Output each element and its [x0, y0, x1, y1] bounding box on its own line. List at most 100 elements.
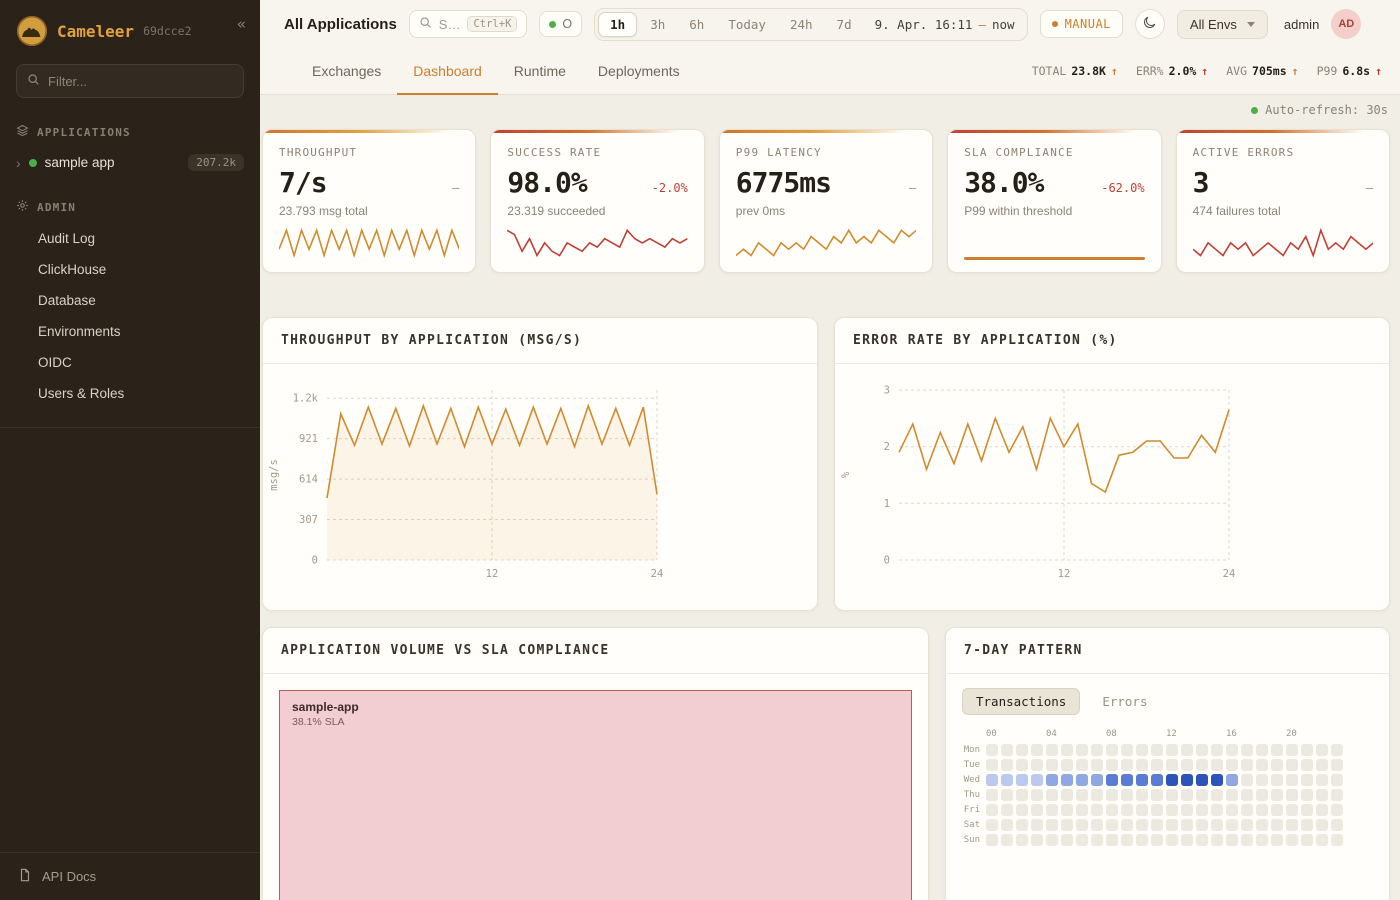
- heatmap-cell[interactable]: [1226, 819, 1238, 831]
- heatmap-cell[interactable]: [1061, 744, 1073, 756]
- heatmap-cell[interactable]: [1331, 819, 1343, 831]
- heatmap-cell[interactable]: [1076, 819, 1088, 831]
- heatmap-cell[interactable]: [1001, 759, 1013, 771]
- heatmap-cell[interactable]: [1046, 819, 1058, 831]
- heatmap-cell[interactable]: [1256, 819, 1268, 831]
- heatmap-cell[interactable]: [1286, 804, 1298, 816]
- heatmap-cell[interactable]: [1226, 774, 1238, 786]
- heatmap-cell[interactable]: [1016, 774, 1028, 786]
- heatmap-cell[interactable]: [1121, 804, 1133, 816]
- heatmap-cell[interactable]: [1301, 789, 1313, 801]
- heatmap-cell[interactable]: [1196, 759, 1208, 771]
- heatmap-cell[interactable]: [1211, 804, 1223, 816]
- heatmap-cell[interactable]: [1241, 819, 1253, 831]
- heatmap-cell[interactable]: [1091, 774, 1103, 786]
- sidebar-item-users-roles[interactable]: Users & Roles: [38, 386, 125, 401]
- heatmap-cell[interactable]: [1106, 819, 1118, 831]
- heatmap-cell[interactable]: [1271, 834, 1283, 846]
- heatmap-cell[interactable]: [1271, 819, 1283, 831]
- sidebar-item-oidc[interactable]: OIDC: [38, 355, 72, 370]
- heatmap-cell[interactable]: [1121, 789, 1133, 801]
- heatmap-cell[interactable]: [1091, 789, 1103, 801]
- heatmap-cell[interactable]: [1331, 759, 1343, 771]
- heatmap-cell[interactable]: [1196, 819, 1208, 831]
- heatmap-cell[interactable]: [1076, 759, 1088, 771]
- heatmap-cell[interactable]: [1046, 834, 1058, 846]
- heatmap-cell[interactable]: [1001, 744, 1013, 756]
- heatmap-cell[interactable]: [1181, 789, 1193, 801]
- heatmap-cell[interactable]: [1136, 819, 1148, 831]
- heatmap-cell[interactable]: [1256, 744, 1268, 756]
- heatmap-cell[interactable]: [1121, 834, 1133, 846]
- heatmap-cell[interactable]: [1271, 744, 1283, 756]
- heatmap-cell[interactable]: [1181, 744, 1193, 756]
- heatmap-cell[interactable]: [1136, 789, 1148, 801]
- heatmap-cell[interactable]: [1316, 819, 1328, 831]
- heatmap-cell[interactable]: [1196, 744, 1208, 756]
- heatmap-cell[interactable]: [1196, 834, 1208, 846]
- heatmap-cell[interactable]: [1106, 804, 1118, 816]
- tab-runtime[interactable]: Runtime: [513, 63, 566, 79]
- heatmap-cell[interactable]: [1256, 759, 1268, 771]
- heatmap-cell[interactable]: [1181, 804, 1193, 816]
- heatmap-cell[interactable]: [1016, 789, 1028, 801]
- heatmap-cell[interactable]: [1181, 774, 1193, 786]
- heatmap-cell[interactable]: [1106, 789, 1118, 801]
- heatmap-cell[interactable]: [1106, 774, 1118, 786]
- dark-mode-toggle[interactable]: [1134, 9, 1165, 39]
- heatmap-cell[interactable]: [1316, 759, 1328, 771]
- heatmap-cell[interactable]: [1076, 744, 1088, 756]
- range-button-1h[interactable]: 1h: [598, 11, 638, 37]
- heatmap-cell[interactable]: [1046, 804, 1058, 816]
- heatmap-cell[interactable]: [1031, 834, 1043, 846]
- sidebar-filter-input[interactable]: Filter...: [16, 64, 244, 98]
- heatmap-cell[interactable]: [1151, 789, 1163, 801]
- heatmap-cell[interactable]: [986, 789, 998, 801]
- heatmap-cell[interactable]: [1211, 759, 1223, 771]
- heatmap-cell[interactable]: [1106, 759, 1118, 771]
- heatmap-cell[interactable]: [1061, 834, 1073, 846]
- toggle-transactions[interactable]: Transactions: [962, 688, 1081, 715]
- heatmap-cell[interactable]: [1241, 744, 1253, 756]
- global-search-input[interactable]: S… Ctrl+K: [408, 10, 528, 38]
- heatmap-cell[interactable]: [1151, 834, 1163, 846]
- online-status-pill[interactable]: O: [539, 11, 583, 37]
- heatmap-cell[interactable]: [1226, 834, 1238, 846]
- heatmap-cell[interactable]: [1241, 834, 1253, 846]
- manual-refresh-button[interactable]: MANUAL: [1039, 10, 1123, 38]
- heatmap-cell[interactable]: [1016, 834, 1028, 846]
- heatmap-cell[interactable]: [1001, 789, 1013, 801]
- heatmap-cell[interactable]: [1016, 759, 1028, 771]
- heatmap-cell[interactable]: [1121, 759, 1133, 771]
- heatmap-cell[interactable]: [1001, 819, 1013, 831]
- heatmap-cell[interactable]: [1331, 834, 1343, 846]
- heatmap-cell[interactable]: [1331, 774, 1343, 786]
- heatmap-cell[interactable]: [1316, 834, 1328, 846]
- heatmap-cell[interactable]: [1166, 804, 1178, 816]
- heatmap-cell[interactable]: [1181, 819, 1193, 831]
- heatmap-cell[interactable]: [1136, 834, 1148, 846]
- heatmap-cell[interactable]: [1211, 819, 1223, 831]
- heatmap-cell[interactable]: [1226, 744, 1238, 756]
- range-button-3h[interactable]: 3h: [650, 16, 666, 32]
- heatmap-cell[interactable]: [1166, 819, 1178, 831]
- heatmap-cell[interactable]: [1001, 834, 1013, 846]
- heatmap-cell[interactable]: [1286, 774, 1298, 786]
- heatmap-cell[interactable]: [1271, 759, 1283, 771]
- heatmap-cell[interactable]: [1211, 834, 1223, 846]
- heatmap-cell[interactable]: [1061, 819, 1073, 831]
- sidebar-item-database[interactable]: Database: [38, 293, 96, 308]
- heatmap-cell[interactable]: [1121, 774, 1133, 786]
- heatmap-cell[interactable]: [986, 744, 998, 756]
- heatmap-cell[interactable]: [1166, 774, 1178, 786]
- heatmap-cell[interactable]: [1091, 744, 1103, 756]
- heatmap-cell[interactable]: [1226, 804, 1238, 816]
- heatmap-cell[interactable]: [1016, 804, 1028, 816]
- heatmap-cell[interactable]: [1271, 804, 1283, 816]
- heatmap-cell[interactable]: [1061, 759, 1073, 771]
- heatmap-cell[interactable]: [1256, 804, 1268, 816]
- range-button-today[interactable]: Today: [728, 16, 766, 32]
- heatmap-cell[interactable]: [1286, 744, 1298, 756]
- heatmap-cell[interactable]: [1331, 789, 1343, 801]
- heatmap-cell[interactable]: [1031, 774, 1043, 786]
